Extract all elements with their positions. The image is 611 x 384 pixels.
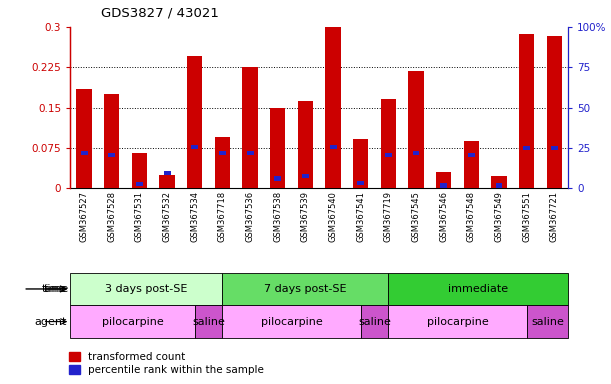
- Bar: [389, 273, 568, 305]
- Text: 7 days post-SE: 7 days post-SE: [264, 284, 346, 294]
- Bar: [441, 183, 447, 188]
- Bar: [243, 67, 258, 188]
- Bar: [436, 172, 452, 188]
- Bar: [357, 180, 364, 185]
- Bar: [191, 145, 198, 149]
- Bar: [132, 153, 147, 188]
- Legend: transformed count, percentile rank within the sample: transformed count, percentile rank withi…: [70, 352, 264, 375]
- Bar: [81, 151, 87, 156]
- Bar: [523, 146, 530, 150]
- Text: pilocarpine: pilocarpine: [261, 316, 323, 327]
- Text: GDS3827 / 43021: GDS3827 / 43021: [101, 6, 219, 19]
- Bar: [247, 151, 254, 155]
- Bar: [491, 176, 507, 188]
- Bar: [326, 27, 341, 188]
- Bar: [302, 174, 309, 179]
- Bar: [409, 71, 423, 188]
- Text: time: time: [44, 284, 70, 294]
- Bar: [70, 273, 222, 305]
- Text: time: time: [42, 284, 67, 294]
- Bar: [108, 153, 115, 157]
- Bar: [159, 175, 175, 188]
- Bar: [547, 36, 562, 188]
- Bar: [353, 139, 368, 188]
- Bar: [381, 99, 396, 188]
- Bar: [76, 89, 92, 188]
- Text: saline: saline: [531, 316, 564, 327]
- Bar: [270, 108, 285, 188]
- Text: 3 days post-SE: 3 days post-SE: [105, 284, 188, 294]
- Text: agent: agent: [35, 316, 67, 327]
- Bar: [389, 305, 527, 338]
- Text: saline: saline: [192, 316, 225, 327]
- Bar: [527, 305, 568, 338]
- Bar: [195, 305, 222, 338]
- Bar: [104, 94, 119, 188]
- Bar: [136, 182, 143, 186]
- Bar: [519, 34, 535, 188]
- Bar: [551, 146, 558, 150]
- Bar: [70, 305, 195, 338]
- Bar: [468, 153, 475, 157]
- Bar: [330, 145, 337, 149]
- Bar: [222, 305, 360, 338]
- Bar: [385, 153, 392, 157]
- Text: pilocarpine: pilocarpine: [426, 316, 488, 327]
- Bar: [215, 137, 230, 188]
- Bar: [187, 56, 202, 188]
- Bar: [360, 305, 389, 338]
- Bar: [464, 141, 479, 188]
- Bar: [274, 176, 281, 180]
- Text: immediate: immediate: [448, 284, 508, 294]
- Bar: [219, 151, 226, 155]
- Text: saline: saline: [358, 316, 391, 327]
- Text: pilocarpine: pilocarpine: [101, 316, 163, 327]
- Bar: [164, 171, 170, 175]
- Bar: [496, 183, 502, 188]
- Bar: [222, 273, 389, 305]
- Bar: [298, 101, 313, 188]
- Bar: [412, 151, 420, 155]
